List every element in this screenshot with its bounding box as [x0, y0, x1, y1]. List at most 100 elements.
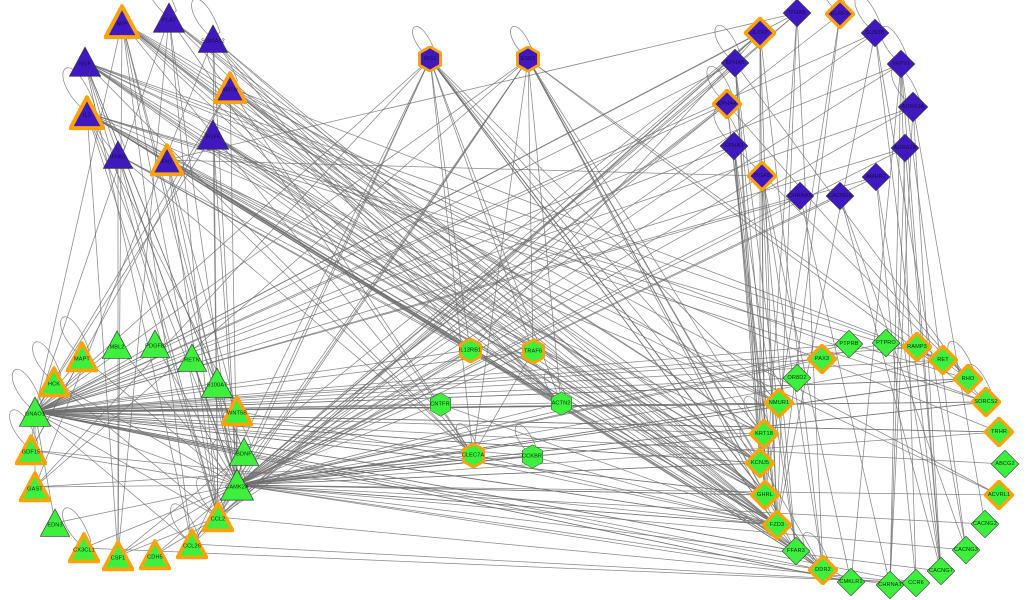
edge — [236, 106, 914, 486]
edge — [168, 17, 778, 526]
node-ngf[interactable]: NGF — [68, 45, 102, 79]
node-epha3[interactable]: EPHA3 — [719, 131, 749, 161]
edge — [236, 484, 1000, 496]
edge — [229, 87, 944, 361]
diamond-glyph — [836, 567, 866, 597]
node-pdgfb[interactable]: PDGFB — [139, 328, 171, 360]
node-gdf15[interactable]: GDF15 — [15, 434, 47, 466]
node-sorcs2[interactable]: SORCS2 — [971, 387, 1001, 417]
node-ddr2[interactable]: DDR2 — [808, 555, 838, 585]
edge — [84, 61, 778, 526]
node-il1r2[interactable]: IL1R2 — [744, 17, 776, 49]
node-ifnb1[interactable]: IFNB1 — [102, 139, 134, 171]
node-trhr[interactable]: TRHR — [984, 417, 1014, 447]
edge — [34, 346, 918, 413]
node-amhr2[interactable]: AMHR2 — [861, 162, 891, 192]
edge — [912, 106, 986, 525]
node-traf6[interactable]: TRAF6 — [521, 338, 546, 364]
edge — [34, 411, 797, 552]
edge — [166, 159, 219, 518]
triangle-glyph — [15, 434, 47, 466]
node-cckbr[interactable]: CCKBR — [520, 444, 545, 469]
node-ccr6[interactable]: CCR6 — [901, 568, 931, 598]
node-fgf6[interactable]: FGF6 — [196, 118, 230, 152]
diamond-glyph — [807, 344, 837, 374]
node-epha5[interactable]: EPHA5 — [720, 48, 750, 78]
node-csf1[interactable]: CSF1 — [102, 540, 134, 572]
edge — [527, 58, 562, 404]
diamond-glyph — [782, 363, 812, 393]
edge — [168, 17, 219, 518]
diamond-glyph — [834, 329, 864, 359]
node-bdnf[interactable]: BDNF — [228, 436, 260, 468]
edge — [236, 63, 902, 486]
node-gast[interactable]: GAST — [19, 471, 51, 503]
node-trpv1[interactable]: TRPV1 — [886, 49, 916, 79]
node-mapt[interactable]: MAPT — [66, 341, 98, 373]
node-chrna5[interactable]: CHRNA5 — [785, 181, 815, 211]
node-adra1a[interactable]: ADRA1A — [897, 91, 929, 123]
node-ptprb[interactable]: PTPRB — [834, 329, 864, 359]
node-ffar3[interactable]: FFAR3 — [781, 536, 811, 566]
edge — [84, 61, 193, 545]
self-loop-edge — [947, 340, 975, 380]
node-wnt5b[interactable]: WNT5B — [221, 395, 253, 427]
edge — [236, 484, 766, 496]
node-acvrl1[interactable]: ACVRL1 — [984, 480, 1014, 510]
node-irs1[interactable]: IRS1 — [417, 46, 443, 72]
diamond-glyph — [875, 570, 905, 600]
edge — [117, 21, 123, 557]
node-il2[interactable]: IL2 — [69, 95, 105, 131]
edge — [191, 32, 761, 545]
edge — [34, 411, 238, 486]
node-itga8[interactable]: ITGA8 — [782, 0, 812, 28]
self-loop-edge — [758, 364, 786, 404]
node-abcg2[interactable]: ABCG2 — [990, 449, 1020, 479]
node-edn3[interactable]: EDN3 — [39, 507, 71, 539]
node-cacng5[interactable]: CACNG5 — [825, 181, 855, 211]
node-hck[interactable]: HCK — [38, 366, 70, 398]
node-ptpro[interactable]: PTPRO — [871, 328, 901, 358]
edge — [84, 61, 562, 404]
edge — [839, 195, 942, 572]
node-itga5[interactable]: ITGA5 — [747, 161, 777, 191]
node-esr2[interactable]: ESR2 — [515, 46, 541, 72]
node-adra1b[interactable]: ADRA1B — [890, 133, 920, 163]
edge — [229, 87, 766, 496]
node-kcnj5[interactable]: KCNJ5 — [745, 448, 775, 478]
node-klrf2[interactable]: KLRF2 — [825, 0, 855, 29]
node-plat[interactable]: PLAT — [152, 1, 186, 35]
node-actn2[interactable]: ACTN2 — [549, 391, 574, 416]
edge — [229, 87, 824, 571]
node-cmklr1[interactable]: CMKLR1 — [836, 567, 866, 597]
node-ghrl[interactable]: GHRL — [750, 480, 780, 510]
node-scn3b[interactable]: SCN3B — [860, 18, 890, 48]
edge — [34, 411, 219, 518]
node-nmur1[interactable]: NMUR1 — [764, 388, 794, 418]
node-cx3cl1[interactable]: CX3CL1 — [68, 532, 100, 564]
node-ccl26[interactable]: CCL26 — [176, 528, 208, 560]
node-mip[interactable]: MIP — [104, 4, 140, 40]
node-il12rb1[interactable]: IL12RB1 — [458, 337, 483, 363]
diamond-glyph — [861, 162, 891, 192]
node-artn[interactable]: ARTN — [213, 71, 247, 105]
edge — [83, 547, 917, 584]
node-cntfr[interactable]: CNTFR — [428, 392, 453, 417]
node-krt18[interactable]: KRT18 — [749, 419, 779, 449]
node-s100a12[interactable]: S100A12 — [197, 23, 229, 55]
node-cdh5[interactable]: CDH5 — [139, 539, 171, 571]
edge — [34, 359, 944, 413]
edge — [34, 377, 798, 413]
edge — [34, 58, 431, 488]
triangle-glyph — [104, 4, 140, 40]
node-fn1[interactable]: FN1 — [150, 143, 184, 177]
diamond-glyph — [890, 133, 920, 163]
node-camk2a[interactable]: CAMK2A — [219, 467, 255, 503]
node-clec7a[interactable]: CLEC7A — [461, 442, 486, 468]
node-mbl2[interactable]: MBL2 — [101, 329, 133, 361]
triangle-glyph — [66, 341, 98, 373]
node-epha4[interactable]: EPHA4 — [712, 89, 742, 119]
node-gnao1[interactable]: GNAO1 — [18, 395, 52, 429]
